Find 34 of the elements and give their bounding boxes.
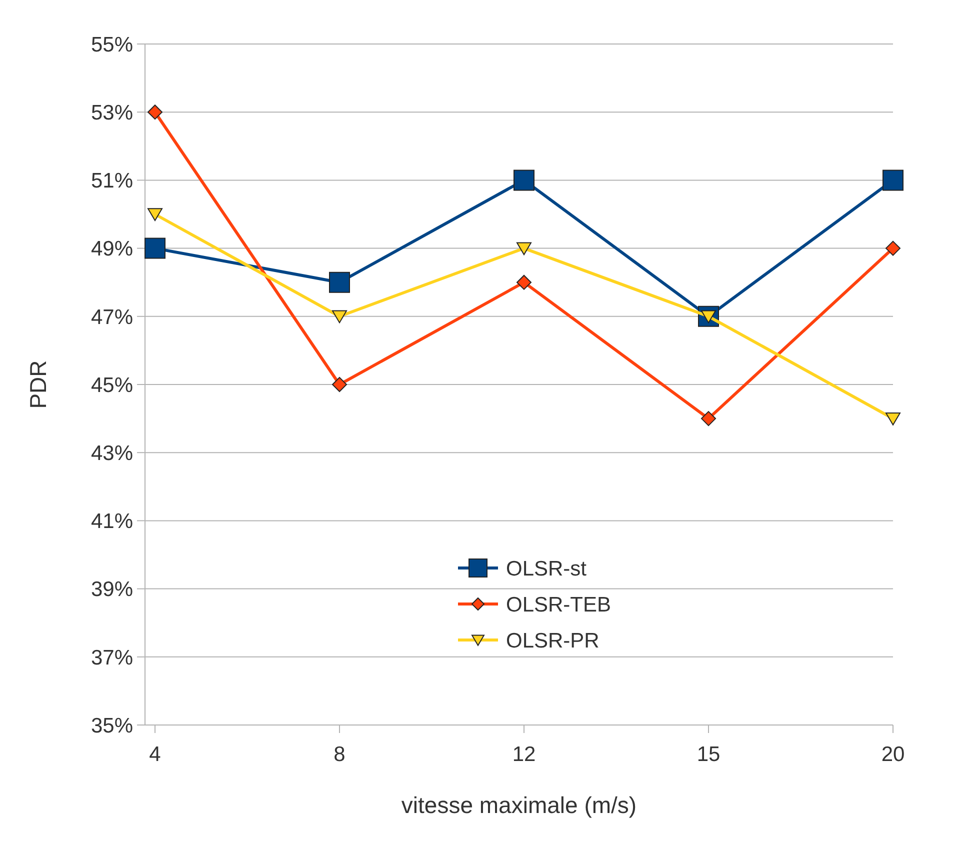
point (329, 272, 350, 293)
y-tick-label: 47% (90, 306, 133, 329)
legend-label: OLSR-st (506, 557, 587, 580)
x-tick-label: 8 (334, 743, 346, 766)
y-tick-label: 37% (90, 646, 133, 670)
point (886, 412, 900, 426)
y-tick-label: 39% (90, 578, 133, 602)
point (332, 310, 347, 324)
legend-label: OLSR-PR (506, 629, 600, 652)
y-tick-label: 41% (90, 510, 133, 534)
y-tick-label: 43% (90, 442, 133, 465)
x-axis-title: vitesse maximale (m/s) (401, 792, 637, 818)
point (886, 240, 900, 256)
x-tick-label: 4 (149, 743, 162, 766)
y-tick-label: 55% (90, 33, 133, 56)
point (148, 104, 162, 120)
point (514, 170, 534, 191)
point (516, 274, 532, 290)
x-tick-label: 15 (696, 743, 720, 766)
y-tick-label: 45% (90, 374, 133, 397)
y-tick-label: 51% (90, 170, 133, 193)
y-axis-title: PDR (25, 360, 51, 409)
point (148, 208, 162, 222)
x-tick-label: 12 (512, 743, 536, 766)
y-tick-label: 53% (90, 101, 133, 124)
point (882, 170, 904, 191)
y-tick-label: 49% (90, 238, 133, 261)
point (516, 242, 532, 256)
point (332, 377, 347, 392)
point (701, 411, 716, 426)
x-tick-label: 20 (881, 743, 905, 766)
y-tick-label: 35% (90, 714, 133, 738)
point (144, 238, 166, 259)
legend-label: OLSR-TEB (506, 593, 612, 616)
